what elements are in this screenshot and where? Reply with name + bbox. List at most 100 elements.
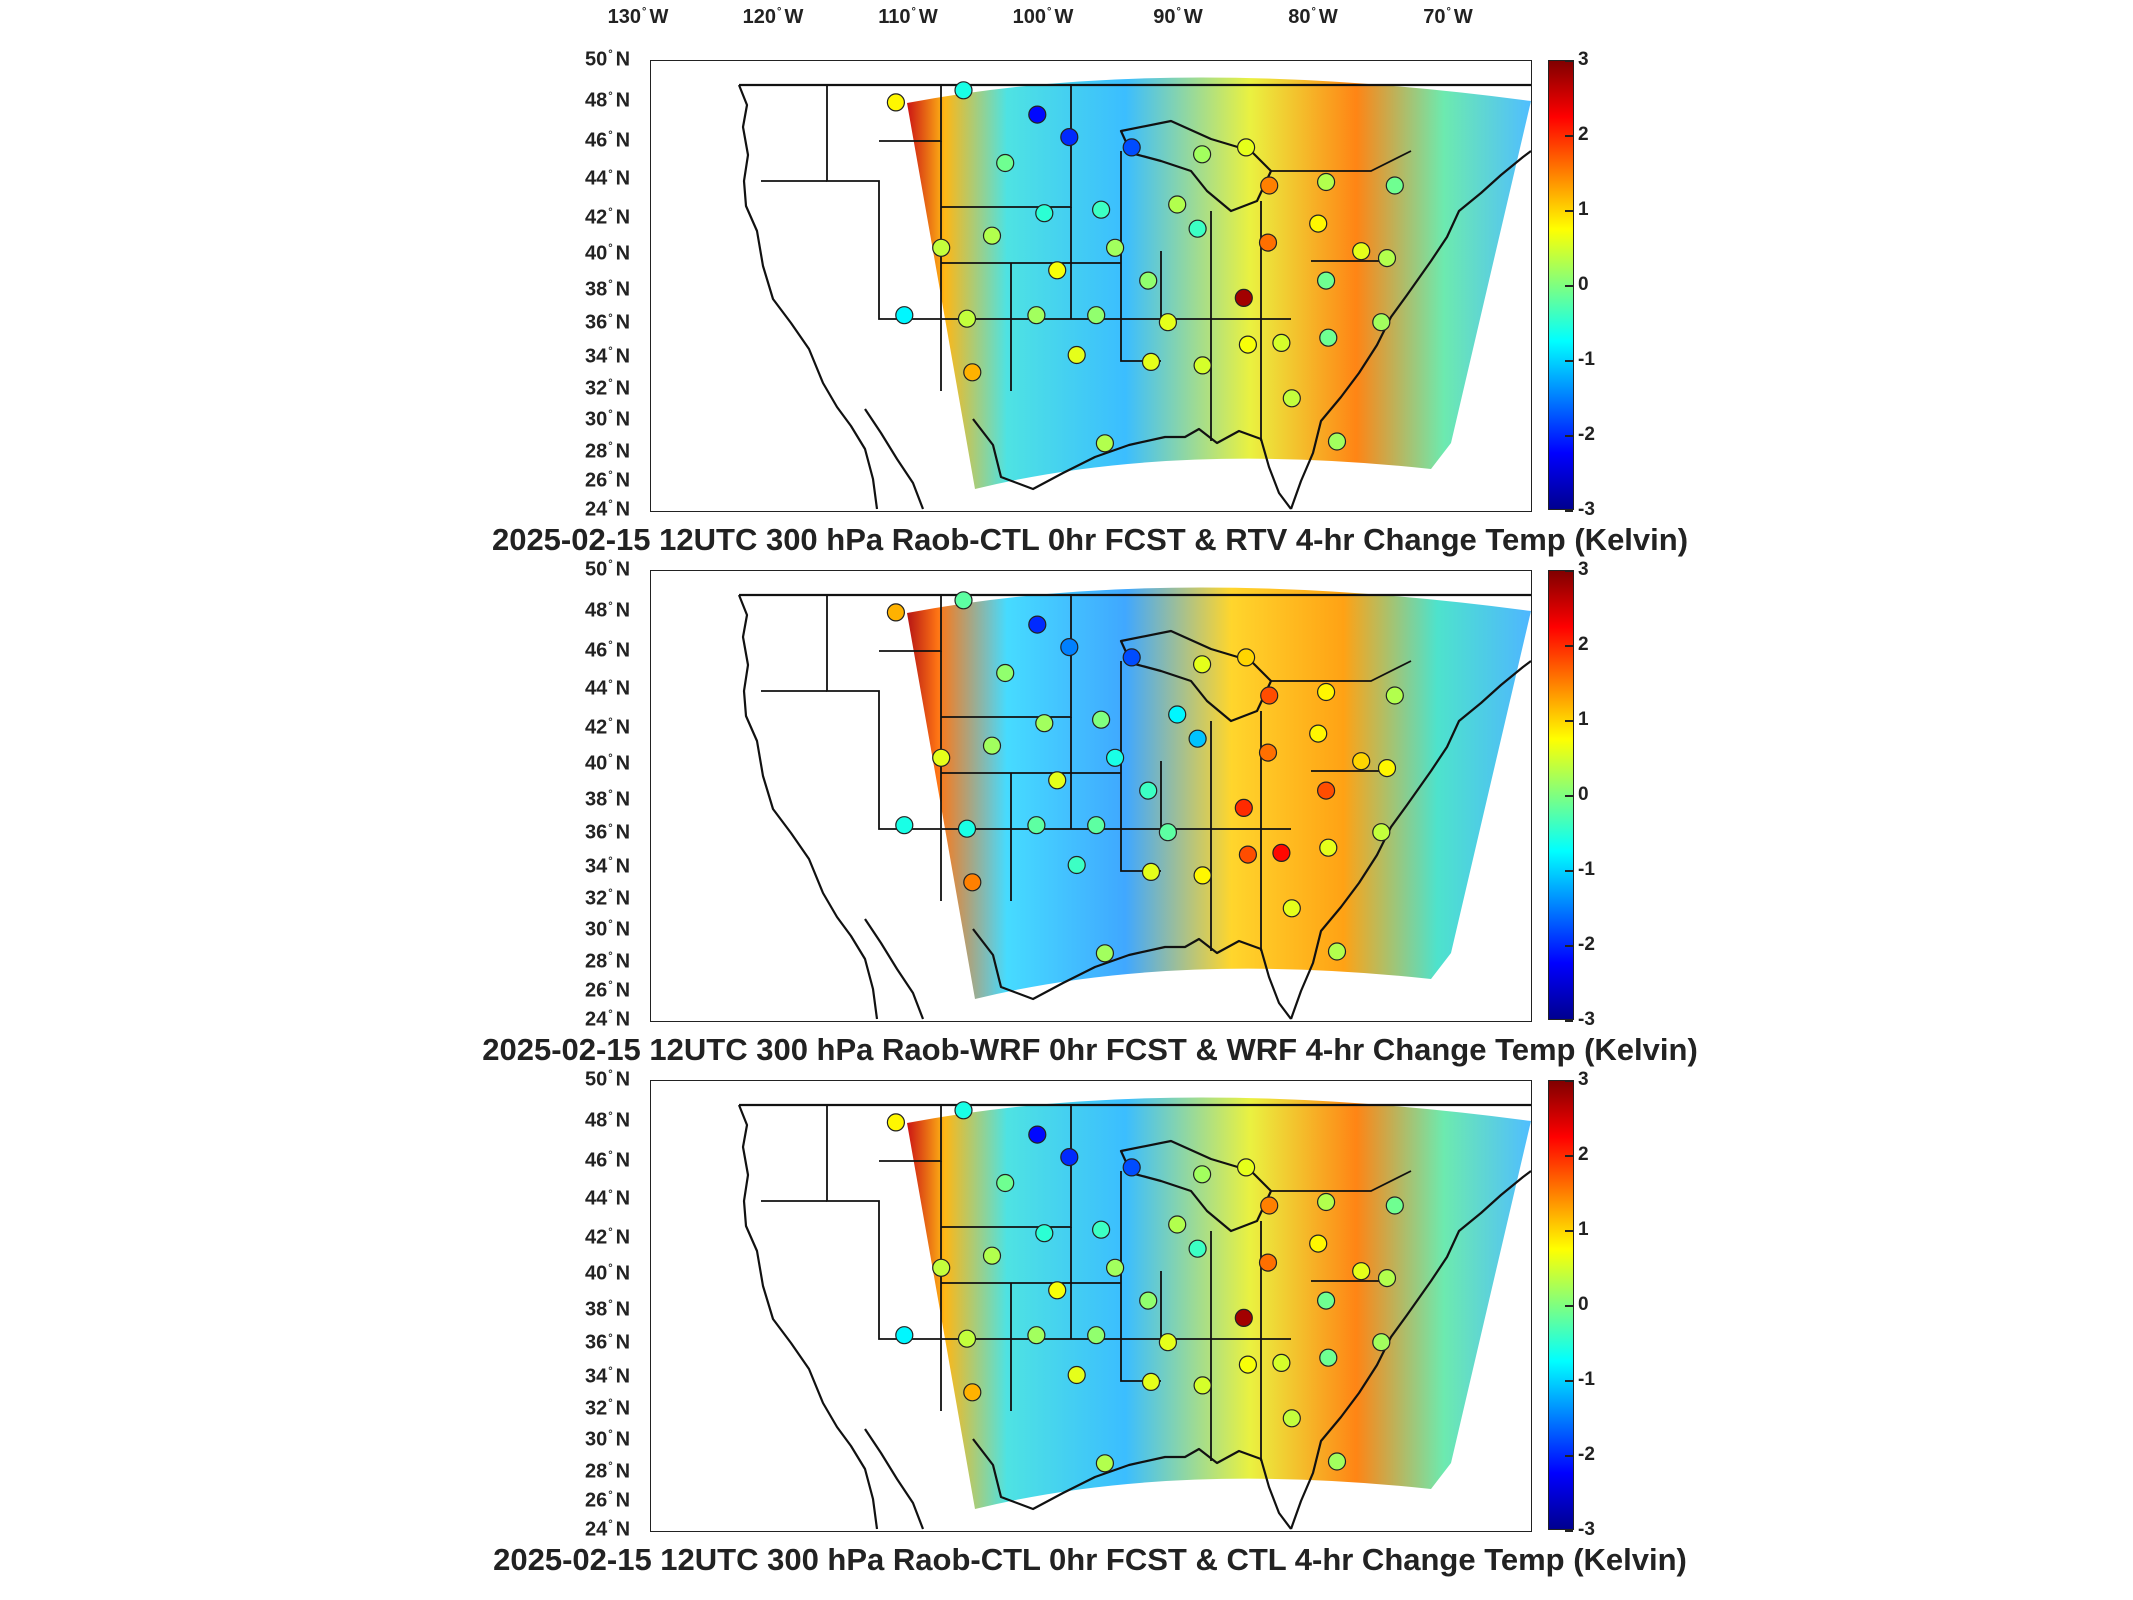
longitude-label: 110° W	[878, 6, 938, 28]
latitude-label: 50° N	[585, 558, 631, 581]
colorbar-tick	[1565, 720, 1573, 722]
raob-station-marker	[954, 591, 973, 610]
map-svg	[737, 1097, 1531, 1530]
raob-station-marker	[1122, 138, 1141, 157]
raob-station-marker	[1352, 1262, 1371, 1281]
colorbar-tick-label: -2	[1578, 1444, 1595, 1465]
colorbar-tick	[1565, 870, 1573, 872]
raob-station-marker	[1106, 238, 1125, 257]
raob-station-marker	[1260, 686, 1279, 705]
longitude-label: 90° W	[1153, 6, 1203, 28]
latitude-label: 38° N	[585, 278, 631, 300]
raob-station-marker	[1027, 306, 1046, 325]
temperature-field	[907, 1097, 1531, 1509]
raob-station-marker	[1141, 352, 1161, 371]
colorbar-tick-label: 1	[1578, 709, 1589, 730]
raob-station-marker	[1188, 1239, 1207, 1258]
raob-station-marker	[1092, 200, 1111, 219]
latitude-label: 32° N	[585, 377, 631, 399]
raob-station-marker	[1238, 1355, 1258, 1374]
panel-title: 2025-02-15 12UTC 300 hPa Raob-CTL 0hr FC…	[491, 522, 1689, 557]
raob-station-marker	[1377, 759, 1397, 778]
latitude-label: 48° N	[585, 89, 631, 112]
raob-station-marker	[1236, 1158, 1256, 1177]
raob-station-marker	[1106, 1258, 1125, 1277]
raob-station-marker	[1028, 105, 1047, 124]
raob-station-marker	[1260, 176, 1279, 195]
raob-station-marker	[1188, 219, 1207, 238]
raob-station-marker	[1282, 1409, 1301, 1428]
raob-station-marker	[954, 81, 973, 100]
colorbar-tick	[1565, 285, 1573, 287]
latitude-label: 24° N	[585, 1518, 631, 1541]
map-panel-raob-ctl: 50° N 48° N 46° N 44° N 42° N 40° N 38° N 36° N 34° N 32° N…	[0, 1069, 2133, 1580]
latitude-label: 26° N	[585, 469, 631, 492]
raob-station-marker	[1316, 271, 1336, 290]
raob-station-marker	[1141, 862, 1161, 881]
raob-station-marker	[1139, 271, 1158, 290]
raob-station-marker	[1236, 138, 1256, 157]
colorbar-tick-label: 0	[1578, 1294, 1589, 1315]
longitude-label: 100° W	[1012, 6, 1074, 28]
raob-station-marker	[1316, 172, 1336, 192]
latitude-label: 48° N	[585, 1109, 631, 1132]
colorbar-tick	[1565, 1020, 1573, 1022]
raob-station-marker	[1141, 1372, 1161, 1391]
latitude-label: 30° N	[585, 1428, 631, 1451]
raob-station-marker	[1192, 1165, 1212, 1184]
raob-station-marker	[1258, 233, 1278, 252]
latitude-label: 38° N	[585, 1298, 631, 1320]
temperature-field	[907, 587, 1531, 999]
colorbar-tick-label: -3	[1578, 1519, 1595, 1540]
raob-station-marker	[1316, 781, 1336, 800]
raob-station-marker	[1319, 328, 1338, 347]
raob-station-marker	[1048, 771, 1067, 790]
colorbar-tick-label: -3	[1578, 1009, 1595, 1030]
raob-station-marker	[1168, 1215, 1187, 1234]
latitude-label: 28° N	[585, 440, 631, 462]
colorbar-tick-label: 3	[1578, 1069, 1589, 1090]
latitude-label: 48° N	[585, 599, 631, 622]
raob-station-marker	[1122, 648, 1141, 667]
raob-station-marker	[1067, 1365, 1086, 1385]
latitude-label: 46° N	[585, 129, 631, 152]
raob-station-marker	[1188, 729, 1207, 748]
raob-station-marker	[886, 93, 905, 112]
temperature-field	[907, 77, 1531, 489]
longitude-label: 70° W	[1423, 6, 1473, 28]
latitude-label: 34° N	[585, 855, 631, 878]
colorbar-tick-label: -1	[1578, 859, 1595, 880]
raob-station-marker	[1095, 434, 1114, 453]
colorbar-tick	[1565, 360, 1573, 362]
longitude-axis-labels: 130° W 120° W 110° W 100° W 90° W 80° W 70° W	[0, 6, 2133, 36]
latitude-label: 46° N	[585, 1149, 631, 1172]
raob-station-marker	[1385, 686, 1404, 705]
raob-station-marker	[886, 1113, 905, 1132]
raob-station-marker	[1139, 1291, 1158, 1310]
raob-station-marker	[1067, 855, 1086, 875]
raob-station-marker	[1385, 176, 1404, 195]
map-panel-raob-wrf: 50° N 48° N 46° N 44° N 42° N 40° N 38° N 36° N 34° N 32° N…	[0, 559, 2133, 1070]
colorbar-tick-label: -1	[1578, 349, 1595, 370]
raob-station-marker	[1234, 798, 1253, 817]
raob-station-marker	[1027, 816, 1046, 835]
raob-station-marker	[1158, 823, 1178, 842]
colorbar-tick	[1565, 1455, 1573, 1457]
raob-station-marker	[895, 306, 914, 325]
latitude-label: 44° N	[585, 1187, 631, 1210]
map-area	[650, 60, 1532, 512]
raob-station-marker	[996, 153, 1015, 173]
panel-title: 2025-02-15 12UTC 300 hPa Raob-WRF 0hr FC…	[482, 1032, 1698, 1067]
raob-station-marker	[1352, 242, 1371, 261]
colorbar-tick	[1565, 945, 1573, 947]
raob-station-marker	[996, 663, 1015, 683]
raob-station-marker	[1087, 306, 1106, 325]
raob-station-marker	[1238, 335, 1258, 354]
coastline	[737, 84, 879, 510]
raob-station-marker	[1282, 899, 1301, 918]
raob-station-marker	[1272, 333, 1291, 352]
coastline	[1119, 629, 1273, 723]
raob-station-marker	[1258, 1253, 1278, 1272]
latitude-label: 26° N	[585, 1489, 631, 1512]
raob-station-marker	[963, 1383, 982, 1402]
